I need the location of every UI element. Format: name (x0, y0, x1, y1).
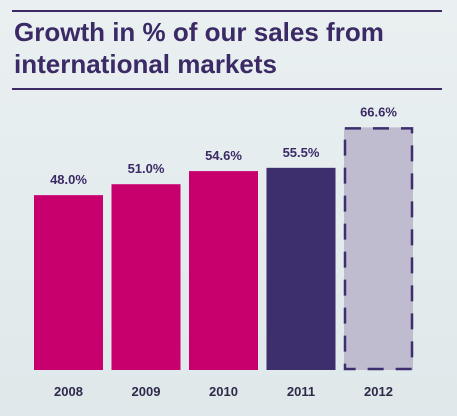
bar-2012 (344, 127, 413, 370)
x-tick-2008: 2008 (54, 384, 83, 399)
data-label-2012: 66.6% (360, 104, 397, 119)
forecast-dashed-frame (343, 127, 414, 371)
x-tick-2011: 2011 (287, 384, 315, 399)
title-rule (12, 88, 442, 90)
chart-title: Growth in % of our sales from internatio… (14, 17, 384, 79)
bar-2011 (266, 167, 336, 370)
x-tick-2009: 2009 (132, 384, 161, 399)
bar-2008 (34, 195, 103, 370)
x-tick-2012: 2012 (364, 384, 393, 399)
x-tick-2010: 2010 (209, 384, 238, 399)
bar-2010 (189, 171, 258, 370)
data-label-2009: 51.0% (128, 161, 165, 176)
bar-2009 (111, 184, 181, 370)
data-label-2010: 54.6% (205, 148, 242, 163)
data-label-2011: 55.5% (283, 145, 320, 160)
top-rule (12, 10, 442, 12)
data-label-2008: 48.0% (50, 172, 87, 187)
